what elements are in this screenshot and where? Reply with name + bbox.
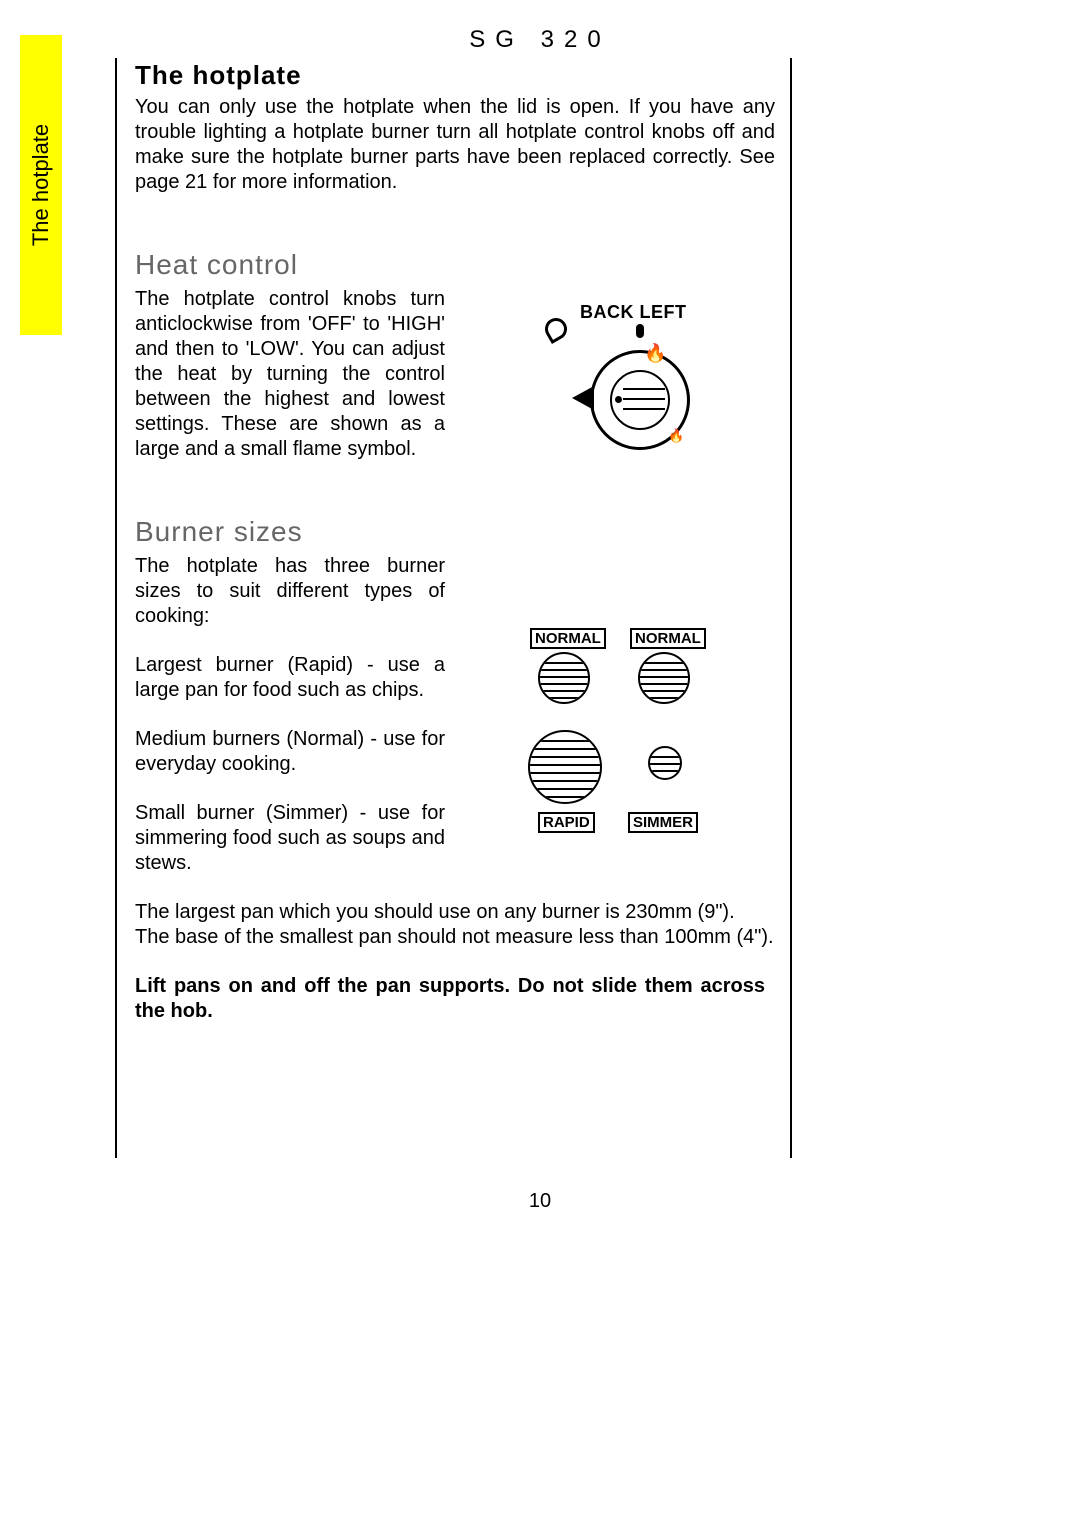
side-tab: The hotplate [20,35,62,335]
knob-label: BACK LEFT [580,302,687,323]
page-number: 10 [0,1190,1080,1213]
pan-max: The largest pan which you should use on … [135,900,775,925]
burner-intro: The hotplate has three burner sizes to s… [135,554,445,629]
burner-largest: Largest burner (Rapid) - use a large pan… [135,653,445,703]
burner-medium: Medium burners (Normal) - use for everyd… [135,727,445,777]
burner-label-normal-1: NORMAL [530,628,606,649]
flame-low-icon: 🔥 [668,428,684,444]
pan-min: The base of the smallest pan should not … [135,925,775,950]
model-header: SG 320 [0,26,1080,54]
burner-title: Burner sizes [135,516,775,548]
burner-label-rapid: RAPID [538,812,595,833]
burner-label-normal-2: NORMAL [630,628,706,649]
burner-sizes-diagram: NORMAL NORMAL RAPID SIMMER [528,628,748,858]
flame-high-icon: 🔥 [644,343,666,364]
burner-label-simmer: SIMMER [628,812,698,833]
heat-title: Heat control [135,249,775,281]
hotplate-body: You can only use the hotplate when the l… [135,95,775,195]
burner-normal-1-icon [538,652,590,704]
side-tab-label: The hotplate [28,124,54,246]
rule-left [115,58,117,1158]
heat-body: The hotplate control knobs turn anticloc… [135,287,445,462]
indicator-dot-icon [636,324,644,338]
spark-icon [541,314,571,344]
heat-control-diagram: BACK LEFT 🔥 🔥 [530,310,735,510]
burner-simmer-icon [648,746,682,780]
knob-center-icon [615,396,622,403]
burner-rapid-icon [528,730,602,804]
burner-normal-2-icon [638,652,690,704]
rule-right [790,58,792,1158]
burner-warning: Lift pans on and off the pan supports. D… [135,974,765,1024]
hotplate-title: The hotplate [135,60,775,91]
content-column: The hotplate You can only use the hotpla… [135,60,775,1024]
manual-page: The hotplate SG 320 The hotplate You can… [0,0,1080,1528]
burner-small: Small burner (Simmer) - use for simmerin… [135,801,445,876]
